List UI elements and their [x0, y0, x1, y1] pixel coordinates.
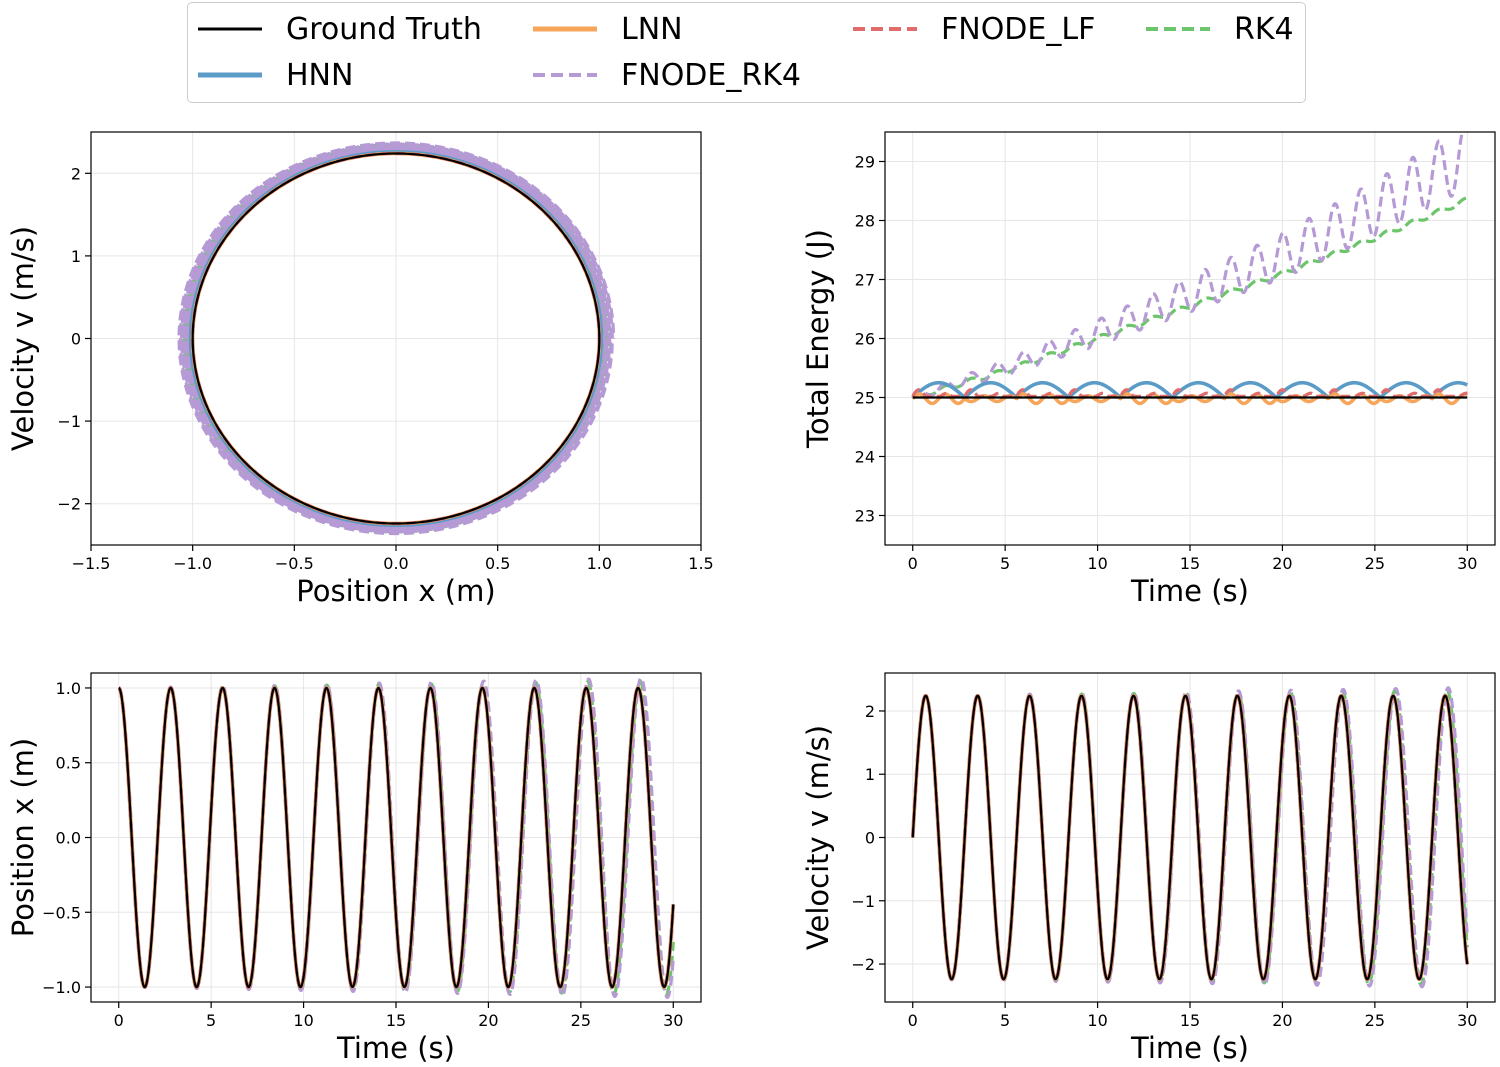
legend-label: Ground Truth: [286, 11, 482, 47]
plot-area: [177, 141, 616, 536]
series-ground-truth: [911, 694, 1469, 981]
y-axis-label: Total Energy (J): [801, 229, 835, 449]
x-tick-label: −1.5: [72, 554, 111, 573]
plot-area: [911, 132, 1469, 406]
y-tick-label: 27: [855, 271, 875, 290]
x-tick-label: 25: [1365, 1011, 1385, 1030]
axes-frame: [90, 131, 702, 546]
y-tick-label: −1: [851, 892, 875, 911]
y-tick-label: 23: [855, 507, 875, 526]
legend-entry-fnode-lf: FNODE_LF: [853, 9, 1095, 49]
plot-area: [117, 676, 676, 999]
x-tick-label: 15: [1180, 1011, 1200, 1030]
y-tick-label: 0: [71, 330, 81, 349]
series-fnode-lf: [911, 388, 1469, 398]
x-tick-label: 25: [1365, 554, 1385, 573]
y-tick-label: 0: [865, 829, 875, 848]
y-tick-label: 28: [855, 212, 875, 231]
legend-swatch-fnode-rk4: [533, 70, 597, 80]
y-axis-label: Position x (m): [6, 738, 40, 937]
x-tick-label: 15: [1180, 554, 1200, 573]
x-tick-label: 30: [1457, 554, 1477, 573]
series-fnode-rk4: [911, 132, 1464, 399]
x-tick-label: 0: [908, 1011, 918, 1030]
y-tick-label: 1: [865, 765, 875, 784]
series-ground-truth: [191, 152, 601, 525]
x-tick-label: 1.5: [688, 554, 713, 573]
x-axis-label: Time (s): [1130, 574, 1249, 608]
y-tick-label: −0.5: [42, 903, 81, 922]
y-tick-label: −1: [57, 412, 81, 431]
x-tick-label: 30: [663, 1011, 683, 1030]
legend-entry-rk4: RK4: [1146, 9, 1294, 49]
y-tick-label: 29: [855, 153, 875, 172]
legend-entry-fnode-rk4: FNODE_RK4: [533, 55, 801, 95]
x-tick-label: 10: [293, 1011, 313, 1030]
legend-swatch-hnn: [198, 70, 262, 80]
series-rk4: [911, 196, 1469, 399]
x-tick-label: 0: [114, 1011, 124, 1030]
x-tick-label: −1.0: [173, 554, 212, 573]
y-tick-label: 26: [855, 330, 875, 349]
legend-label: HNN: [286, 57, 354, 93]
x-tick-label: 20: [1272, 1011, 1292, 1030]
x-tick-label: 20: [478, 1011, 498, 1030]
x-tick-label: 15: [386, 1011, 406, 1030]
y-tick-label: 24: [855, 448, 875, 467]
legend-entry-ground-truth: Ground Truth: [198, 9, 482, 49]
y-tick-label: 1.0: [56, 679, 81, 698]
y-tick-label: 0.0: [56, 829, 81, 848]
legend-swatch-fnode-lf: [853, 24, 917, 34]
y-tick-label: 2: [865, 702, 875, 721]
y-tick-label: 2: [71, 164, 81, 183]
x-tick-label: 0.0: [383, 554, 408, 573]
x-tick-label: 0: [908, 554, 918, 573]
y-tick-label: 0.5: [56, 754, 81, 773]
x-tick-label: 5: [206, 1011, 216, 1030]
legend: Ground Truth LNN FNODE_LF RK4 HNN FNODE_…: [187, 2, 1306, 103]
y-tick-label: −2: [851, 955, 875, 974]
panel-position: 0 5 10 15 20 25 30 −1.0 −0.5 0.0 0.5 1.0 Time (s) Pos…: [6, 672, 702, 1065]
x-tick-label: 10: [1087, 1011, 1107, 1030]
panel-velocity: 0 5 10 15 20 25 30 −2 −1 0 1 2 Time (s) Velocity v (m…: [801, 672, 1496, 1065]
x-axis-label: Time (s): [336, 1031, 455, 1065]
x-axis-label: Position x (m): [296, 574, 495, 608]
series-ground-truth: [118, 686, 675, 989]
y-tick-label: −2: [57, 495, 81, 514]
series-hnn: [911, 380, 1469, 400]
y-axis-label: Velocity v (m/s): [801, 725, 835, 950]
plot-area: [910, 686, 1470, 989]
x-tick-label: 5: [1000, 554, 1010, 573]
legend-entry-hnn: HNN: [198, 55, 353, 95]
y-tick-label: 25: [855, 389, 875, 408]
x-tick-label: 1.0: [587, 554, 612, 573]
axes-frame: [884, 131, 1496, 546]
axes-frame: [90, 672, 702, 1003]
x-tick-label: 25: [571, 1011, 591, 1030]
legend-label: RK4: [1234, 11, 1294, 47]
legend-swatch-rk4: [1146, 24, 1210, 34]
x-tick-label: 0.5: [485, 554, 510, 573]
y-tick-label: 1: [71, 247, 81, 266]
y-axis-label: Velocity v (m/s): [6, 226, 40, 451]
y-tick-label: −1.0: [42, 978, 81, 997]
x-tick-label: 20: [1272, 554, 1292, 573]
legend-label: FNODE_LF: [941, 11, 1096, 47]
x-axis-label: Time (s): [1130, 1031, 1249, 1065]
axes-frame: [884, 672, 1496, 1003]
legend-label: LNN: [621, 11, 683, 47]
x-tick-label: 5: [1000, 1011, 1010, 1030]
legend-swatch-ground-truth: [198, 24, 262, 34]
x-tick-label: 30: [1457, 1011, 1477, 1030]
legend-swatch-lnn: [533, 24, 597, 34]
legend-entry-lnn: LNN: [533, 9, 683, 49]
x-tick-label: −0.5: [275, 554, 314, 573]
panel-phase-space: −1.5 −1.0 −0.5 0.0 0.5 1.0 1.5 −2 −1 0 1 2 Position …: [6, 131, 714, 608]
legend-label: FNODE_RK4: [621, 57, 801, 93]
panel-energy: 0 5 10 15 20 25 30 23 24 25 26 27 28 29 Time (s) Total …: [801, 131, 1496, 608]
x-tick-label: 10: [1087, 554, 1107, 573]
